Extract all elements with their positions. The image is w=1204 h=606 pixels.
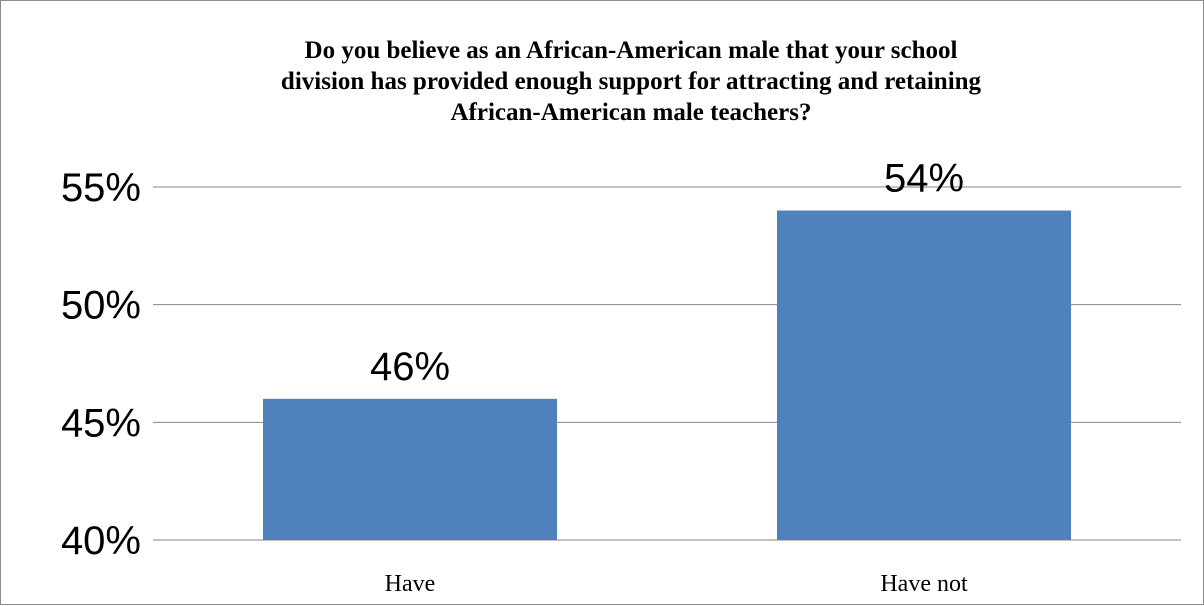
chart-title-line-2: division has provided enough support for… xyxy=(280,68,982,95)
ytick-label-50: 50% xyxy=(61,284,141,328)
chart-title-line-3: African-American male teachers? xyxy=(450,99,812,126)
ytick-label-45: 45% xyxy=(61,401,141,445)
chart-title-line-1: Do you believe as an African-American ma… xyxy=(304,37,958,64)
data-label-0: 46% xyxy=(370,345,450,389)
chart-title: Do you believe as an African-American ma… xyxy=(131,35,1131,128)
ytick-label-40: 40% xyxy=(61,519,141,563)
category-label-1: Have not xyxy=(880,571,968,597)
ytick-label-55: 55% xyxy=(61,166,141,210)
category-label-0: Have xyxy=(385,571,436,597)
data-label-1: 54% xyxy=(884,157,964,201)
bar-1 xyxy=(777,210,1071,541)
bar-0 xyxy=(263,398,557,540)
